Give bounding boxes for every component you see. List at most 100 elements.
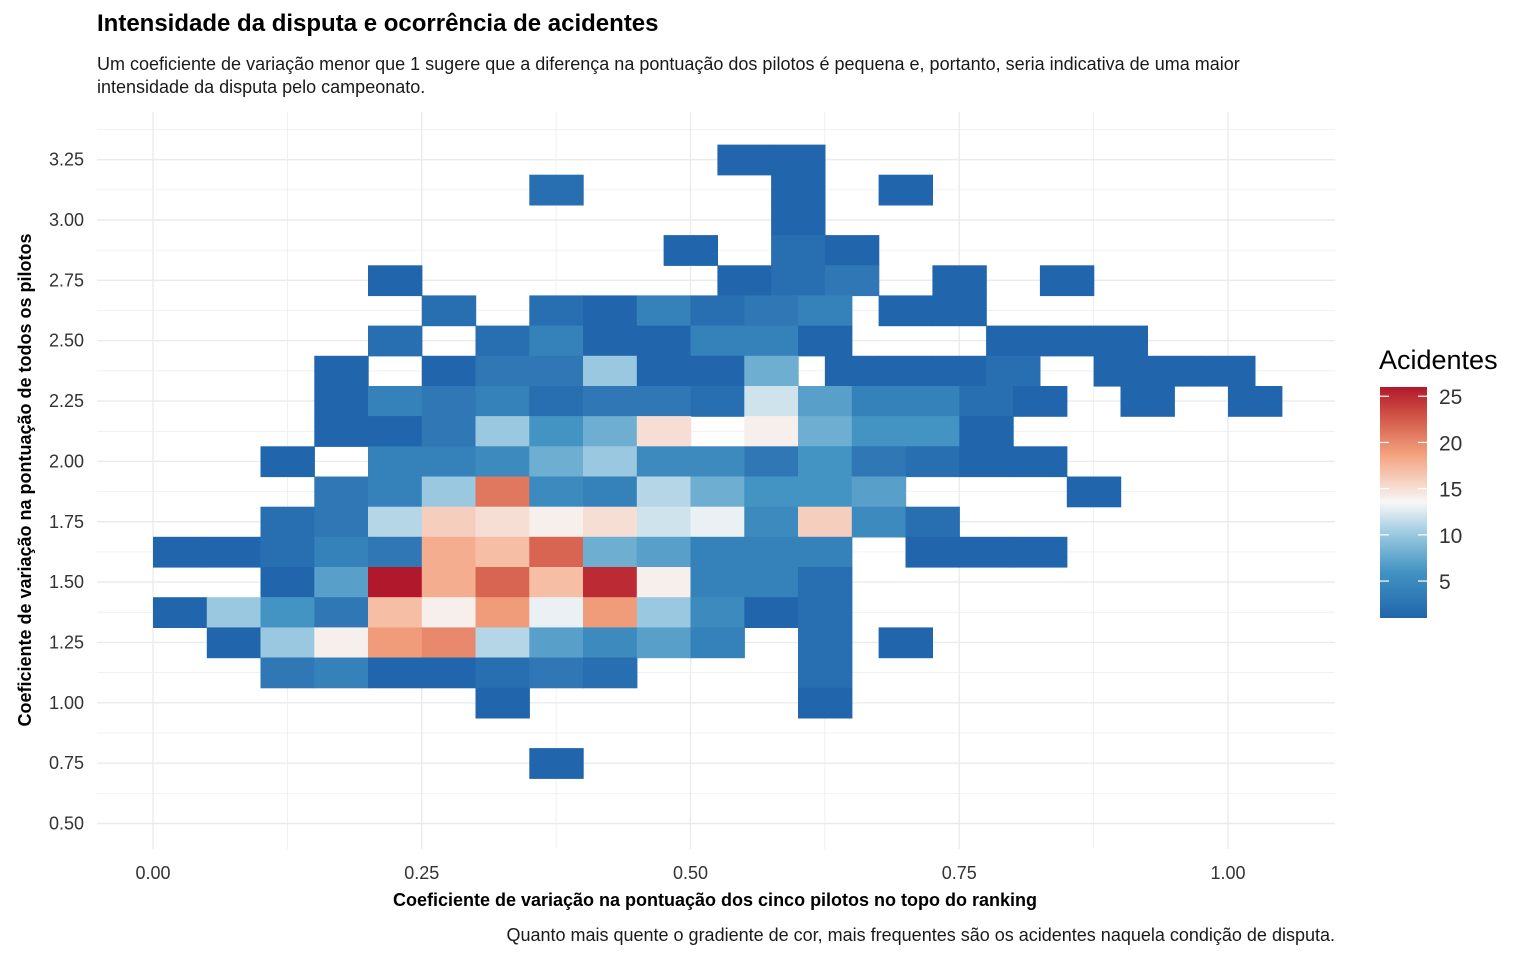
heatmap-cell — [986, 355, 1041, 387]
heatmap-cell — [986, 325, 1041, 357]
heatmap-cell — [421, 446, 477, 478]
heatmap-cell — [798, 687, 853, 719]
heatmap-cell — [798, 446, 853, 478]
heatmap-cell — [798, 657, 853, 689]
heatmap-cell — [529, 567, 584, 598]
heatmap-cell — [368, 325, 423, 357]
heatmap-cell — [421, 536, 477, 568]
heatmap-cell — [368, 657, 423, 689]
heatmap-cell — [314, 536, 369, 568]
heatmap-cell — [798, 325, 853, 357]
heatmap-cell — [636, 476, 692, 508]
heatmap-cell — [260, 536, 315, 568]
heatmap-cell — [1013, 446, 1068, 478]
y-tick-label: 0.75 — [49, 753, 84, 773]
heatmap-cell — [851, 506, 907, 538]
heatmap-cell — [771, 235, 826, 266]
heatmap-cell — [1201, 355, 1256, 387]
heatmap-cell — [771, 144, 826, 176]
heatmap-cell — [636, 536, 692, 568]
heatmap-cell — [878, 355, 933, 387]
heatmap-cells — [153, 144, 1283, 779]
heatmap-cell — [314, 476, 369, 508]
heatmap-cell — [798, 416, 853, 447]
heatmap-cell — [583, 657, 638, 689]
heatmap-cell — [529, 174, 584, 206]
heatmap-cell — [905, 416, 960, 447]
heatmap-cell — [744, 386, 799, 417]
heatmap-cell — [368, 446, 423, 478]
heatmap-cell — [744, 567, 799, 598]
heatmap-cell — [583, 416, 638, 447]
heatmap-cell — [878, 174, 933, 206]
heatmap-cell — [421, 476, 477, 508]
heatmap-cell — [771, 204, 826, 236]
chart-title: Intensidade da disputa e ocorrência de a… — [97, 10, 659, 37]
y-tick-label: 1.00 — [49, 693, 84, 713]
heatmap-cell — [260, 506, 315, 538]
heatmap-cell — [636, 567, 692, 598]
y-tick-label: 3.25 — [49, 150, 84, 170]
heatmap-cell — [475, 386, 530, 417]
heatmap-cell — [153, 597, 208, 628]
heatmap-cell — [421, 416, 477, 447]
heatmap-cell — [314, 597, 369, 628]
heatmap-cell — [475, 597, 530, 628]
color-legend: Acidentes 5 10 15 20 25 — [1379, 345, 1498, 618]
heatmap-cell — [878, 295, 933, 327]
heatmap-cell — [260, 597, 315, 628]
heatmap-cell — [798, 627, 853, 659]
heatmap-cell — [583, 506, 638, 538]
heatmap-cell — [583, 325, 638, 357]
heatmap-cell — [1013, 386, 1068, 417]
legend-tick-label: 15 — [1439, 479, 1462, 502]
heatmap-cell — [583, 295, 638, 327]
heatmap-cell — [932, 265, 987, 297]
heatmap-cell — [959, 386, 1014, 417]
heatmap-cell — [905, 446, 960, 478]
heatmap-cell — [636, 325, 692, 357]
heatmap-cell — [824, 235, 880, 266]
heatmap-cell — [583, 386, 638, 417]
heatmap-cell — [717, 265, 772, 297]
heatmap-cell — [798, 386, 853, 417]
heatmap-cell — [529, 355, 584, 387]
heatmap-cell — [1228, 386, 1283, 417]
heatmap-cell — [529, 657, 584, 689]
legend-ticks: 5 10 15 20 25 — [1380, 386, 1462, 594]
heatmap-cell — [1066, 476, 1122, 508]
heatmap-cell — [905, 506, 960, 538]
heatmap-cell — [690, 567, 745, 598]
heatmap-cell — [314, 627, 369, 659]
heatmap-cell — [529, 386, 584, 417]
heatmap-cell — [368, 386, 423, 417]
heatmap-cell — [421, 597, 477, 628]
y-tick-label: 0.50 — [49, 814, 84, 834]
y-tick-label: 3.00 — [49, 210, 84, 230]
heatmap-cell — [824, 355, 880, 387]
heatmap-cell — [636, 386, 692, 417]
y-tick-label: 2.25 — [49, 391, 84, 411]
heatmap-cell — [314, 506, 369, 538]
heatmap-cell — [529, 325, 584, 357]
y-tick-label: 2.00 — [49, 451, 84, 471]
chart-subtitle: Um coeficiente de variação menor que 1 s… — [97, 54, 1240, 97]
heatmap-cell — [690, 295, 745, 327]
heatmap-cell — [959, 446, 1014, 478]
heatmap-cell — [744, 325, 799, 357]
heatmap-cell — [314, 567, 369, 598]
heatmap-cell — [663, 235, 718, 266]
y-tick-label: 1.50 — [49, 572, 84, 592]
heatmap-cell — [529, 476, 584, 508]
heatmap-cell — [421, 506, 477, 538]
heatmap-cell — [583, 536, 638, 568]
heatmap-cell — [475, 416, 530, 447]
heatmap-cell — [744, 295, 799, 327]
heatmap-cell — [529, 627, 584, 659]
heatmap-cell — [636, 597, 692, 628]
x-tick-label: 0.75 — [942, 863, 977, 883]
heatmap-cell — [690, 627, 745, 659]
heatmap-cell — [421, 355, 477, 387]
legend-tick-label: 20 — [1439, 432, 1462, 455]
heatmap-cell — [583, 567, 638, 598]
